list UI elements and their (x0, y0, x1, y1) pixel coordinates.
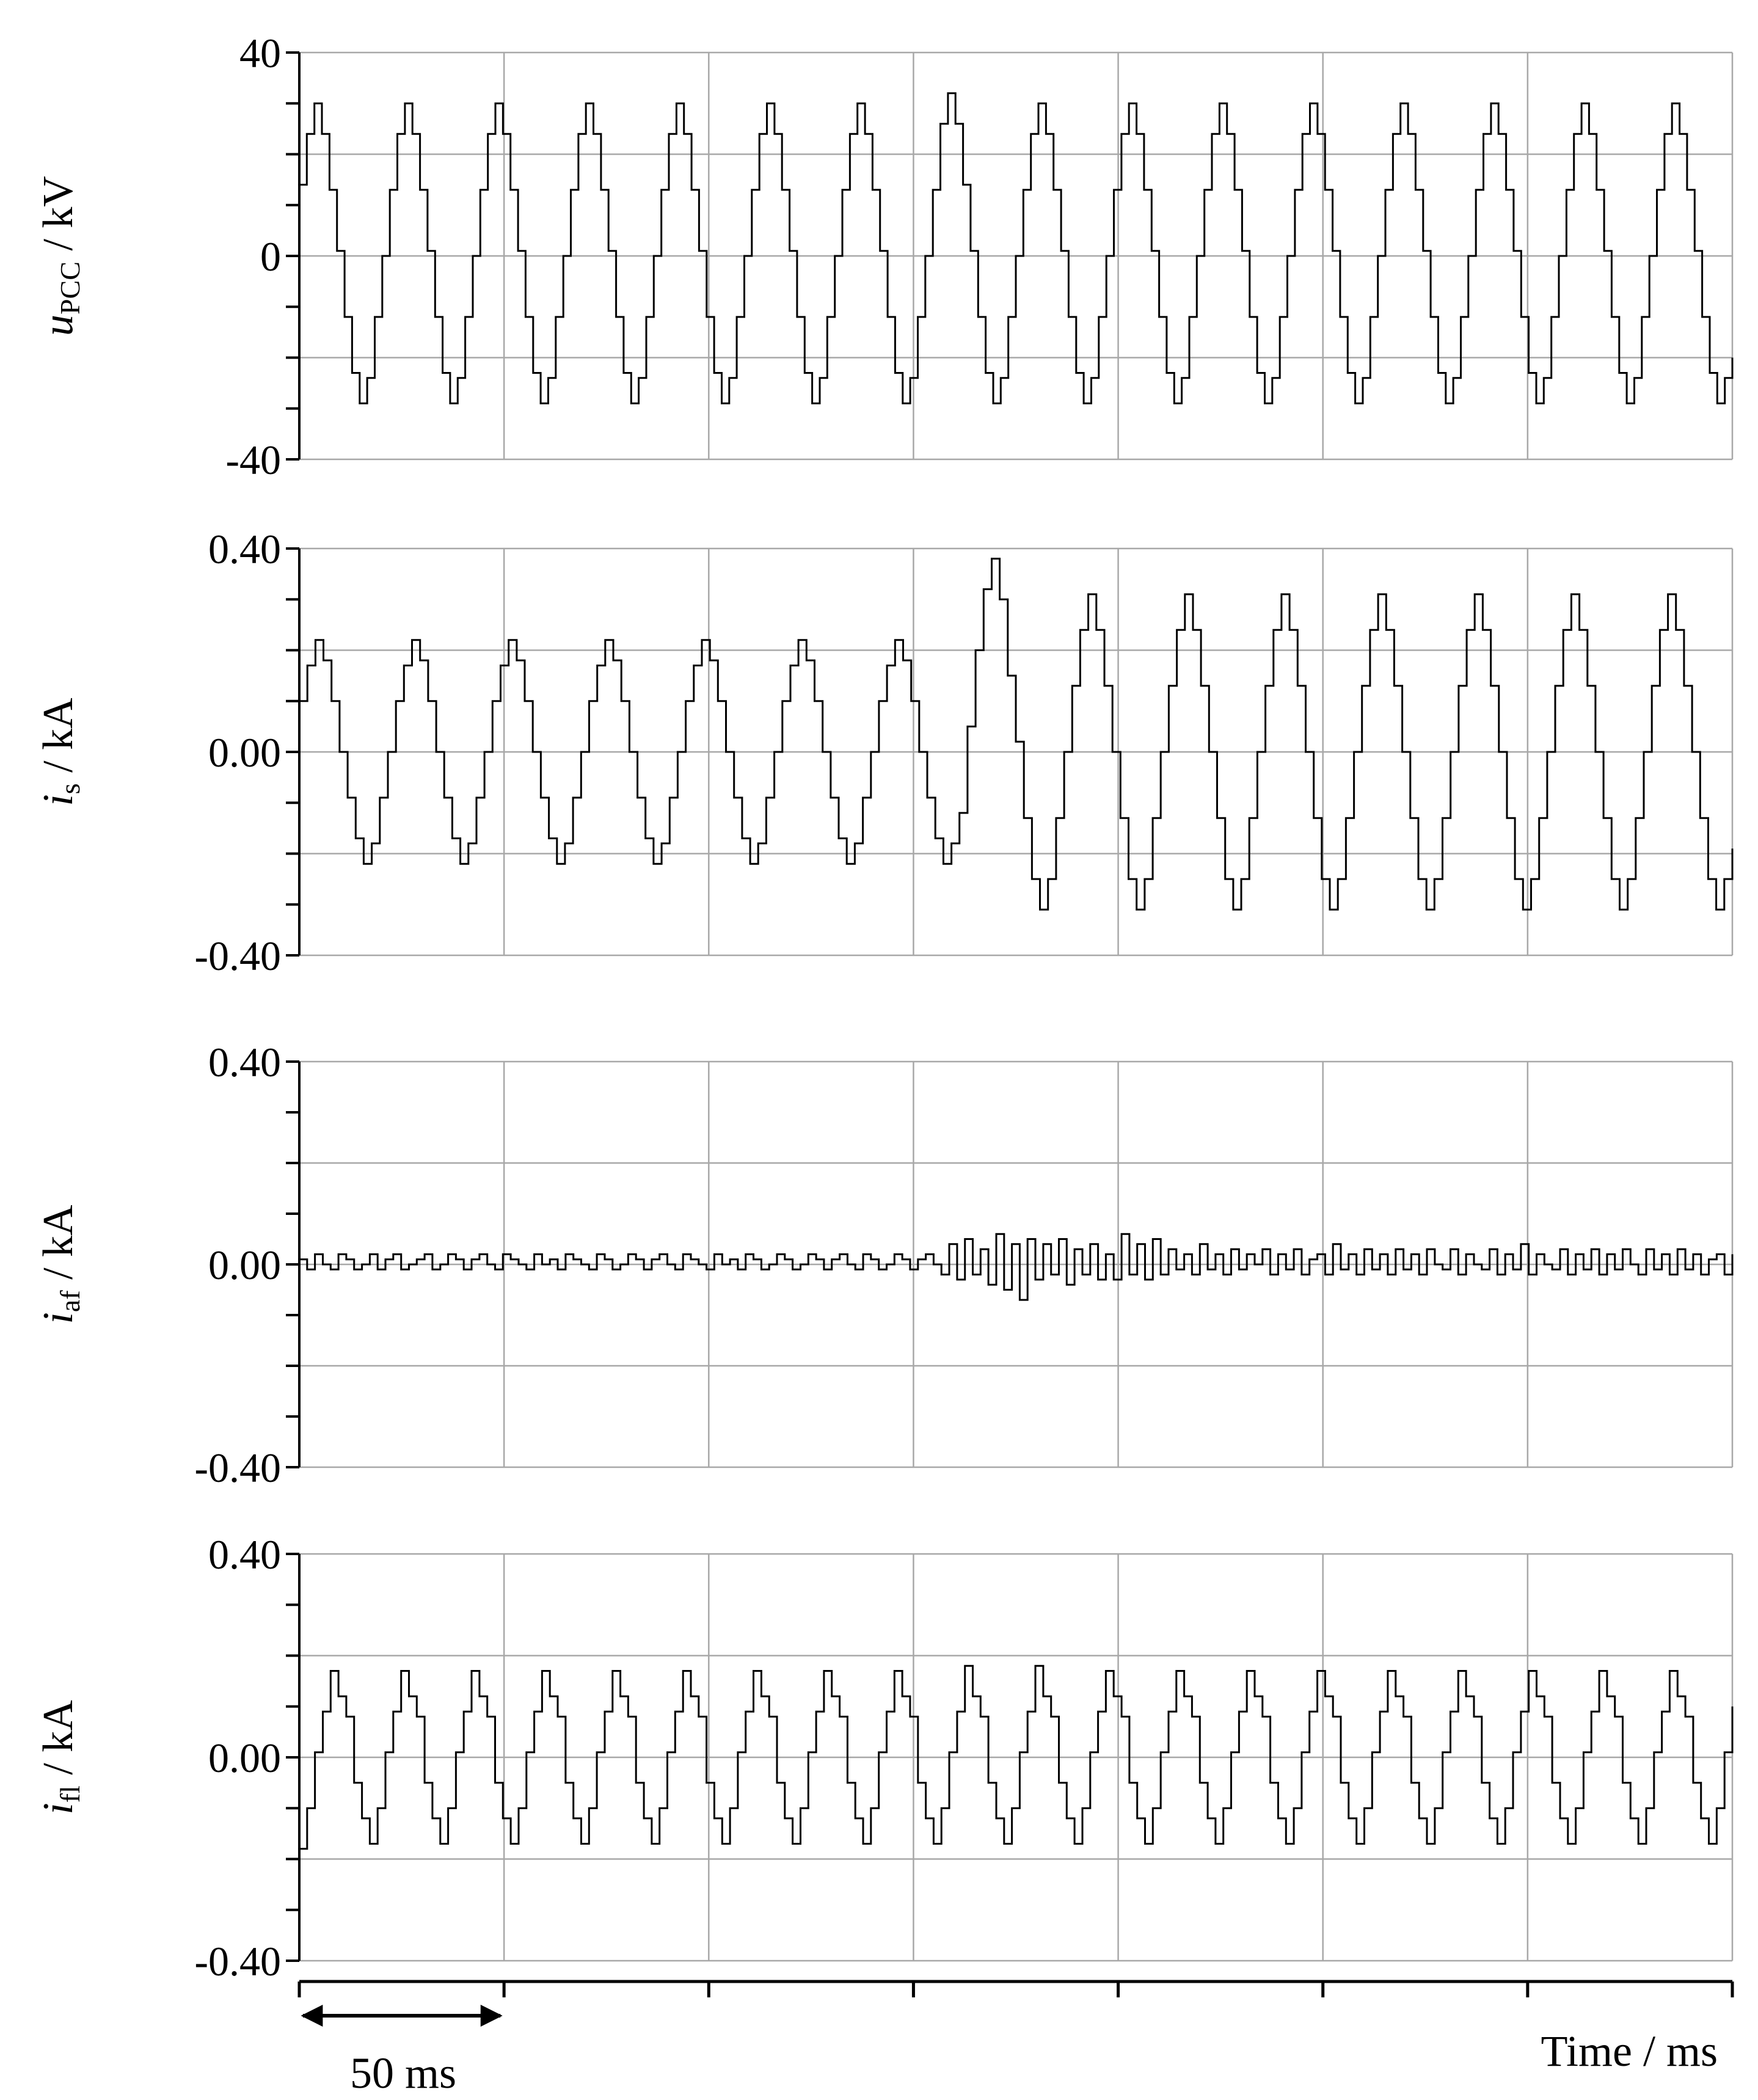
y-tick-label: -0.40 (194, 1445, 281, 1491)
y-tick-label: 0 (260, 233, 281, 280)
scale-bar-label: 50 ms (350, 2049, 456, 2098)
y-tick-label: -0.40 (194, 1938, 281, 1985)
time-axis: 50 ms Time / ms (297, 1980, 1734, 2098)
panel-i-af: -0.40 0.00 0.40 iaf / kA (35, 1039, 1734, 1491)
y-axis-label: ifl / kA (35, 1700, 86, 1815)
y-tick-label: 0.40 (208, 1039, 281, 1085)
y-tick-label: 40 (239, 30, 281, 76)
panel-i-s: -0.40 0.00 0.40 is / kA (35, 526, 1734, 979)
series-line-i-s (299, 558, 1734, 911)
y-axis-label: is / kA (35, 698, 86, 806)
y-tick-label: 0.00 (208, 729, 281, 776)
y-tick-label: -40 (225, 437, 281, 483)
y-axis-label: uPCC / kV (35, 176, 86, 336)
y-tick-label: -0.40 (194, 933, 281, 979)
series-line-i-af (299, 1233, 1734, 1301)
series-line-i-fl (299, 1664, 1734, 1850)
y-axis-label: iaf / kA (35, 1205, 86, 1324)
panel-u-pcc: -40 0 40 uPCC / kV (35, 30, 1734, 483)
y-tick-label: 0.00 (208, 1242, 281, 1288)
y-tick-label: 0.00 (208, 1735, 281, 1781)
panel-i-fl: -0.40 0.00 0.40 ifl / kA (35, 1531, 1734, 1985)
y-tick-label: 0.40 (208, 1531, 281, 1578)
time-axis-label: Time / ms (1541, 2027, 1718, 2076)
y-tick-label: 0.40 (208, 526, 281, 572)
series-line-u-pcc (299, 92, 1734, 404)
